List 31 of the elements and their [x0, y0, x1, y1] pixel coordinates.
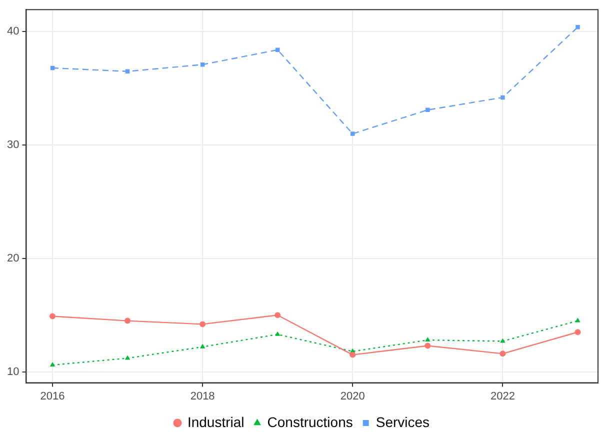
y-tick-label: 40 — [6, 26, 20, 38]
legend-label: Industrial — [187, 414, 244, 430]
point — [200, 344, 206, 348]
point — [426, 108, 430, 112]
point — [274, 312, 281, 318]
point — [424, 342, 431, 349]
point — [500, 338, 506, 343]
point — [50, 313, 56, 320]
point — [576, 25, 580, 30]
x-tick-label: 2020 — [340, 390, 365, 402]
point — [574, 329, 581, 336]
x-tick-label: 2018 — [190, 390, 215, 402]
point — [50, 362, 56, 366]
legend-label: Services — [376, 414, 430, 430]
point — [200, 321, 206, 328]
y-tick-label: 20 — [6, 252, 20, 264]
point — [275, 48, 280, 52]
point — [350, 132, 355, 136]
point — [500, 95, 505, 100]
legend-label: Constructions — [267, 414, 353, 430]
point — [425, 337, 430, 342]
y-tick-label: 10 — [6, 366, 20, 378]
point — [575, 318, 580, 322]
x-tick-label: 2022 — [490, 390, 515, 402]
x-tick-label: 2016 — [40, 390, 65, 402]
point — [124, 318, 131, 324]
point — [124, 355, 130, 360]
point — [500, 350, 506, 357]
point — [350, 352, 356, 358]
y-tick-label: 30 — [6, 139, 20, 152]
point — [275, 331, 280, 336]
